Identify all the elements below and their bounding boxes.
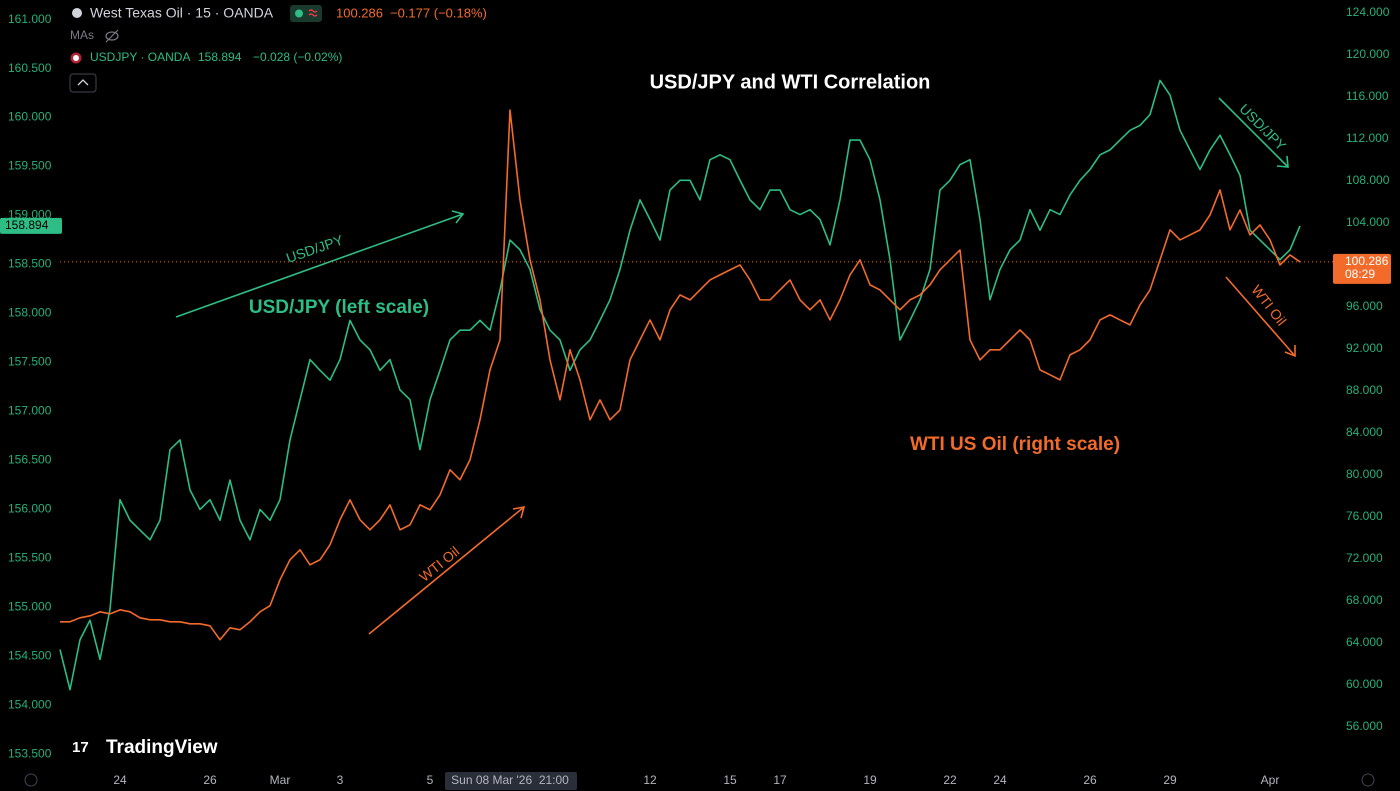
status-icon: [290, 5, 322, 22]
arrow: [175, 213, 464, 318]
y2-tick-label: 116.000: [1346, 89, 1389, 103]
arrow: [1225, 276, 1296, 357]
x-tick-label: 17: [773, 773, 787, 787]
arrow-head: [1284, 345, 1296, 358]
y2-tick-label: 96.000: [1346, 299, 1383, 313]
y2-tick-label: 56.000: [1346, 719, 1383, 733]
x-tick-label: 22: [943, 773, 957, 787]
x-tick-label: 26: [203, 773, 217, 787]
x-tick-label: 24: [113, 773, 127, 787]
countdown: 08:29: [1345, 267, 1375, 281]
y-tick-label: 160.500: [8, 61, 52, 75]
last-price: 100.286: [336, 5, 383, 20]
y-tick-label: 154.500: [8, 649, 52, 663]
eye-icon: [105, 29, 119, 43]
y-tick-label: 156.000: [8, 502, 52, 516]
price-change2: −0.028 (−0.02%): [253, 50, 342, 64]
symbol-icon: [72, 8, 82, 18]
y-tick-label: 153.500: [8, 747, 52, 761]
y-tick-label: 158.500: [8, 257, 52, 271]
y2-tick-label: 124.000: [1346, 5, 1390, 19]
y2-tick-label: 80.000: [1346, 467, 1383, 481]
status-dot: [295, 9, 303, 18]
annotation: USD/JPY (left scale): [249, 297, 429, 318]
arrow-head: [1276, 155, 1289, 168]
x-tick-label: 26: [1083, 773, 1097, 787]
plot-area: [59, 79, 1301, 691]
y-tick-label: 159.500: [8, 159, 52, 173]
arrow: [368, 506, 525, 635]
price-badge-label: 100.286: [1345, 254, 1389, 268]
arrow-head: [451, 210, 465, 224]
arrows: [175, 97, 1296, 635]
y-tick-label: 155.500: [8, 551, 52, 565]
axis-button[interactable]: [1361, 773, 1375, 787]
annotation: WTI US Oil (right scale): [910, 434, 1120, 455]
status-icon: [308, 9, 318, 17]
symbol2: USDJPY · OANDA: [90, 50, 190, 64]
y-tick-label: 157.000: [8, 404, 52, 418]
y2-tick-label: 120.000: [1346, 47, 1390, 61]
price-badge: [0, 217, 62, 234]
x-tick-label: 12: [643, 773, 657, 787]
y-tick-label: 157.500: [8, 355, 52, 369]
x-tick-label: 5: [427, 773, 434, 787]
y2-tick-label: 108.000: [1346, 173, 1390, 187]
brand: TradingView: [106, 737, 218, 758]
series-line: [60, 109, 1301, 641]
y2-tick-label: 68.000: [1346, 593, 1383, 607]
x-tick-label: Mar: [270, 773, 291, 787]
x-tick-label: 15: [723, 773, 737, 787]
y2-tick-label: 88.000: [1346, 383, 1383, 397]
chart-title: USD/JPY and WTI Correlation: [650, 71, 931, 93]
price-badge: [1333, 253, 1391, 284]
y-tick-label: 160.000: [8, 110, 52, 124]
price-badge-label: 158.894: [5, 218, 49, 232]
x-tick-label: 3: [337, 773, 344, 787]
y2-tick-label: 92.000: [1346, 341, 1383, 355]
y-tick-label: 156.500: [8, 453, 52, 467]
symbol: West Texas Oil · 15 · OANDA: [90, 5, 274, 21]
collapse-button[interactable]: [69, 73, 97, 93]
arrow-head: [512, 505, 526, 519]
y2-tick-label: 76.000: [1346, 509, 1383, 523]
price-change: −0.177 (−0.18%): [390, 5, 487, 20]
y2-tick-label: 104.000: [1346, 215, 1390, 229]
collapse-icon: [77, 79, 89, 86]
x-tick-label: 29: [1163, 773, 1177, 787]
y2-tick-label: 84.000: [1346, 425, 1383, 439]
x-tick-label: 24: [993, 773, 1007, 787]
y2-tick-label: 60.000: [1346, 677, 1383, 691]
last-price2: 158.894: [198, 50, 242, 64]
y-tick-label: 158.000: [8, 306, 52, 320]
y-tick-label: 154.000: [8, 698, 52, 712]
y2-tick-label: 112.000: [1346, 131, 1389, 145]
x-tick-label: Sun 08 Mar '26 21:00: [451, 773, 569, 787]
x-tick-label: 19: [863, 773, 877, 787]
y-tick-label: 161.000: [8, 12, 52, 26]
brand-logo: 17: [72, 739, 89, 756]
x-tick-label: Apr: [1261, 773, 1280, 787]
y2-tick-label: 64.000: [1346, 635, 1383, 649]
y-tick-label: 155.000: [8, 600, 52, 614]
arrow: [1218, 97, 1289, 168]
y2-tick-label: 72.000: [1346, 551, 1383, 565]
indicator-label: MAs: [70, 28, 94, 42]
series-line: [59, 79, 1301, 691]
crosshair-label-bg: [445, 772, 577, 790]
flag-icon: [73, 55, 79, 61]
axis-button[interactable]: [24, 773, 38, 787]
